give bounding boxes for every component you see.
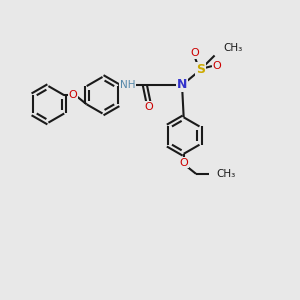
Text: S: S bbox=[196, 63, 205, 76]
Text: CH₃: CH₃ bbox=[224, 44, 243, 53]
Text: O: O bbox=[144, 102, 153, 112]
Text: CH₃: CH₃ bbox=[216, 169, 236, 179]
Text: NH: NH bbox=[120, 80, 136, 90]
Text: O: O bbox=[213, 61, 221, 71]
Text: O: O bbox=[179, 158, 188, 168]
Text: O: O bbox=[69, 90, 77, 100]
Text: O: O bbox=[191, 48, 200, 58]
Text: N: N bbox=[177, 78, 188, 92]
